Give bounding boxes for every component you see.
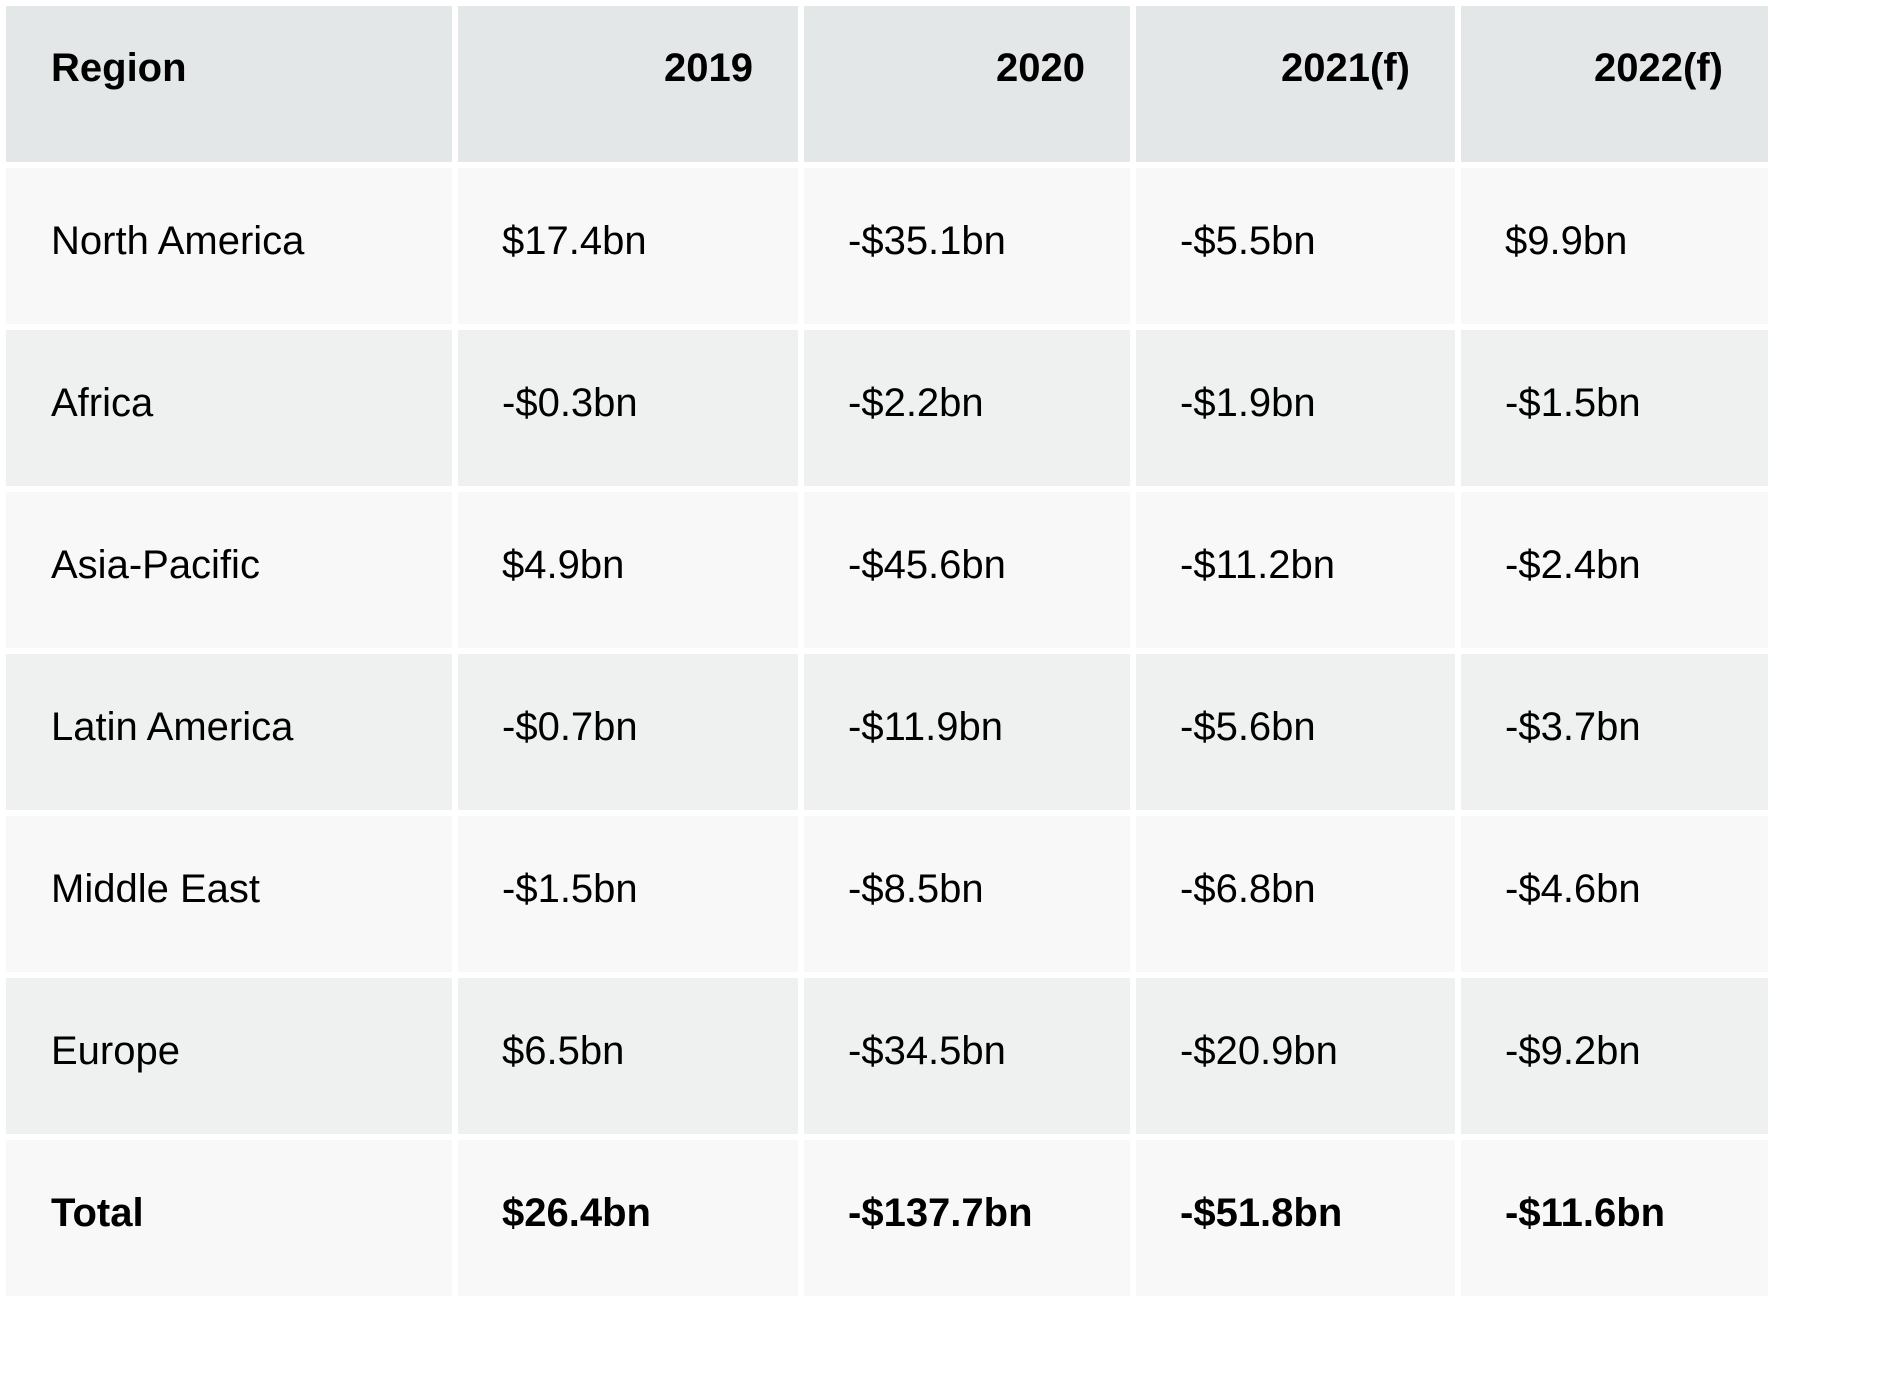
total-value-cell: -$51.8bn <box>1136 1140 1455 1296</box>
region-cell: Middle East <box>6 816 452 972</box>
header-year-2022f: 2022(f) <box>1461 6 1768 162</box>
value-cell: -$34.5bn <box>804 978 1130 1134</box>
header-region: Region <box>6 6 452 162</box>
value-cell: -$11.9bn <box>804 654 1130 810</box>
value-cell: -$9.2bn <box>1461 978 1768 1134</box>
value-cell: -$8.5bn <box>804 816 1130 972</box>
value-cell: -$1.9bn <box>1136 330 1455 486</box>
value-cell: -$5.5bn <box>1136 168 1455 324</box>
value-cell: -$0.3bn <box>458 330 798 486</box>
region-cell: Asia-Pacific <box>6 492 452 648</box>
value-cell: -$1.5bn <box>1461 330 1768 486</box>
value-cell: $4.9bn <box>458 492 798 648</box>
region-cell: Africa <box>6 330 452 486</box>
region-cell: Europe <box>6 978 452 1134</box>
value-cell: -$2.2bn <box>804 330 1130 486</box>
header-year-2019: 2019 <box>458 6 798 162</box>
value-cell: -$20.9bn <box>1136 978 1455 1134</box>
header-year-2021f: 2021(f) <box>1136 6 1455 162</box>
value-cell: -$4.6bn <box>1461 816 1768 972</box>
value-cell: -$2.4bn <box>1461 492 1768 648</box>
value-cell: -$5.6bn <box>1136 654 1455 810</box>
total-value-cell: $26.4bn <box>458 1140 798 1296</box>
value-cell: -$3.7bn <box>1461 654 1768 810</box>
value-cell: -$11.2bn <box>1136 492 1455 648</box>
value-cell: $6.5bn <box>458 978 798 1134</box>
header-year-2020: 2020 <box>804 6 1130 162</box>
value-cell: -$45.6bn <box>804 492 1130 648</box>
region-cell: Latin America <box>6 654 452 810</box>
value-cell: $9.9bn <box>1461 168 1768 324</box>
total-value-cell: -$11.6bn <box>1461 1140 1768 1296</box>
value-cell: -$35.1bn <box>804 168 1130 324</box>
region-data-table: Region 2019 2020 2021(f) 2022(f) North A… <box>6 6 1768 1296</box>
value-cell: $17.4bn <box>458 168 798 324</box>
value-cell: -$6.8bn <box>1136 816 1455 972</box>
value-cell: -$1.5bn <box>458 816 798 972</box>
value-cell: -$0.7bn <box>458 654 798 810</box>
region-cell: North America <box>6 168 452 324</box>
total-value-cell: -$137.7bn <box>804 1140 1130 1296</box>
total-label: Total <box>6 1140 452 1296</box>
